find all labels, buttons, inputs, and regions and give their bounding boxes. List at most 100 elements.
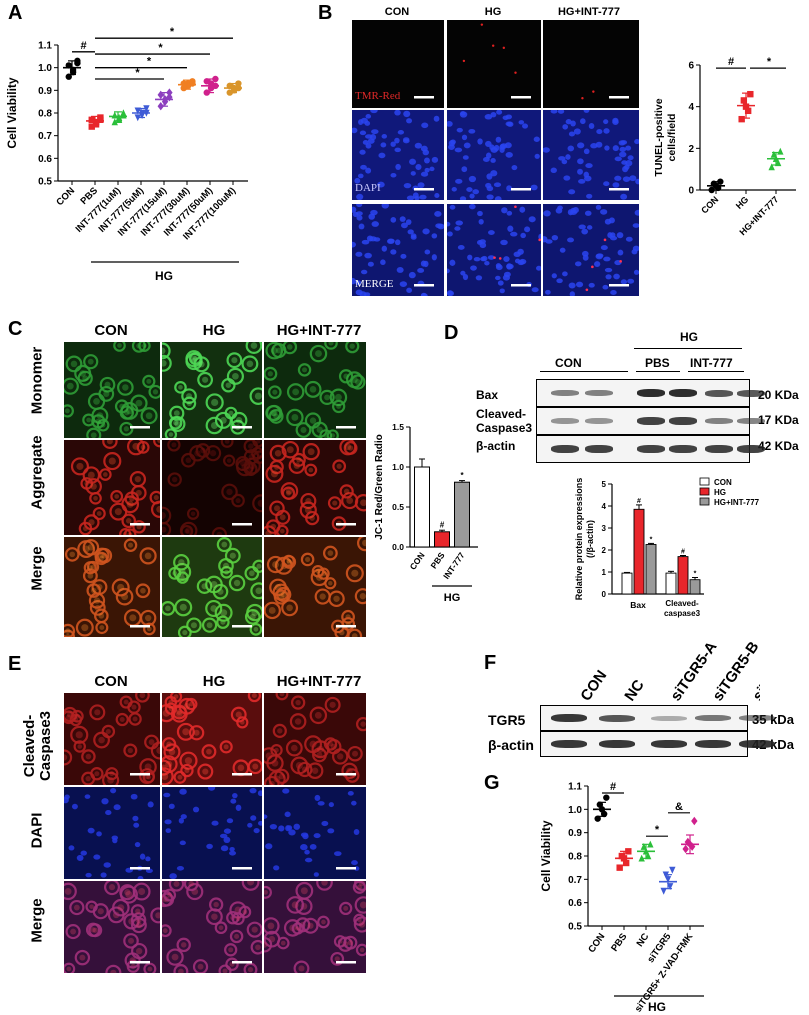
panel-c-col-hgint: HG+INT-777 — [276, 322, 362, 339]
panel-b-image-r1-c2-nucleus — [583, 110, 590, 113]
panel-b-image-r2-c1-canvas — [447, 204, 541, 296]
panel-e-image-r0-c1-cell — [247, 693, 262, 703]
panel-e-row-casp3: Cleaved- Caspase3 — [21, 703, 54, 789]
panel-b-image-r1-c2 — [543, 110, 639, 200]
panel-e-image-r0-c1-cell-core — [177, 774, 183, 780]
panel-c-image-r0-c0-cell — [117, 379, 134, 396]
panel-c-image-r0-c2-cell-core — [291, 414, 299, 421]
panel-b-image-r2-c2-nucleus — [578, 224, 586, 230]
panel-e-image-r1-c1-nucleus — [165, 828, 172, 834]
panel-b-image-r1-c2-nucleus — [562, 124, 569, 130]
panel-e-image-r2-c1-cell — [250, 939, 262, 955]
panel-f-blot-tgr5-band — [651, 715, 687, 721]
panel-c-image-r0-c0 — [64, 342, 160, 438]
panel-c-image-r2-c0-cell-core — [64, 628, 71, 634]
y-tick-label: 0.5 — [568, 922, 582, 933]
data-point — [111, 118, 118, 126]
panel-b-image-r2-c1-nucleus — [475, 275, 483, 281]
panel-b-image-r1-c0-nucleus — [424, 167, 430, 173]
panel-c-image-r1-c2-cell — [327, 496, 342, 510]
panel-c-image-r0-c2-cell-core — [300, 426, 307, 434]
panel-e-image-r2-c0-cell — [64, 882, 77, 901]
panel-b-image-r1-c0-nucleus — [403, 110, 411, 118]
panel-e-image-r1-c2-nucleus — [304, 849, 310, 855]
panel-c-image-r2-c1-scale-bar — [232, 625, 252, 628]
panel-c-image-r1-c0-cell-core — [114, 494, 120, 499]
panel-b-image-r2-c1-nucleus — [467, 254, 473, 261]
panel-e-image-r2-c0 — [64, 881, 160, 973]
panel-c-image-r1-c2-scale-bar — [336, 523, 356, 526]
panel-f-blot-actin-band — [739, 740, 775, 748]
panel-e-image-r2-c2-cell-core — [307, 922, 314, 929]
panel-e-image-r2-c0-cell-core — [110, 969, 117, 973]
panel-c-image-r1-c0-cell-core — [156, 505, 160, 513]
panel-e-image-r0-c2-cell-core — [352, 750, 359, 757]
panel-c-image-r0-c0-cell-core — [145, 412, 153, 420]
panel-c-image-r2-c2-cell-core — [328, 581, 333, 586]
panel-c-image-r0-c1-cell-core — [254, 392, 262, 400]
panel-b-image-r2-c0-nucleus — [380, 259, 386, 266]
panel-b-image-r2-c2-nucleus — [620, 279, 627, 285]
panel-e-image-r2-c0-cell — [130, 917, 147, 934]
panel-f-blot-actin-band — [551, 740, 587, 748]
panel-c-image-r1-c2-cell-core — [332, 500, 338, 506]
panel-e-image-r0-c0-cell-core — [144, 763, 152, 771]
panel-b-image-r1-c0-nucleus — [365, 134, 373, 139]
panel-c-image-r0-c0-scale-bar — [130, 426, 150, 429]
panel-c-image-r1-c0-cell-core — [157, 440, 160, 444]
panel-c-image-r1-c2-cell-core — [307, 448, 315, 456]
panel-e-image-r0-c2 — [264, 693, 366, 785]
panel-e-image-r1-c0-bg — [64, 787, 160, 879]
panel-e-image-r1-c2-canvas — [264, 787, 366, 879]
panel-b-image-r2-c0-nucleus — [367, 261, 374, 267]
panel-e-image-r2-c1-cell — [214, 921, 228, 935]
panel-c-image-r0-c1-cell — [162, 342, 171, 360]
panel-e-image-r0-c0-cell-core — [105, 728, 111, 735]
panel-e-image-r1-c1-nucleus — [247, 822, 253, 828]
panel-c-image-r0-c2-cell — [324, 342, 338, 350]
panel-e-image-r1-c1-nucleus — [163, 792, 171, 798]
panel-b-image-r2-c1-nucleus — [514, 258, 521, 264]
panel-c-image-r2-c0-cell-core — [117, 583, 125, 592]
panel-b-image-r2-c2-nucleus — [584, 210, 592, 216]
panel-e-image-r2-c0-cell-core — [136, 947, 143, 955]
panel-c-image-r0-c1-cell-core — [225, 382, 232, 388]
panel-c-image-r1-c1-cell-core — [216, 531, 223, 535]
panel-e-image-r2-c1-cell — [176, 937, 191, 953]
panel-b-image-r1-c0-scale-bar — [414, 188, 434, 191]
panel-b-image-r2-c1-signal — [514, 205, 517, 209]
panel-b-image-r2-c0-nucleus — [381, 245, 388, 252]
panel-c-image-r0-c0-cell-core — [142, 343, 147, 348]
panel-e-image-r2-c1-cell-core — [242, 909, 248, 915]
panel-c-image-r2-c2-cell-core — [286, 558, 291, 564]
panel-e-image-r2-c1-cell — [173, 964, 189, 973]
panel-c-image-r1-c0 — [64, 440, 160, 535]
data-point — [717, 178, 724, 185]
panel-b-image-r1-c2-nucleus — [573, 128, 581, 135]
panel-c-image-r1-c2-cell-core — [265, 530, 272, 535]
panel-b-image-r2-c0-nucleus — [352, 277, 356, 285]
panel-d-chart: 0 1 2 3 4 5 Relative protein expressions (/β-ac… — [574, 477, 760, 618]
panel-c-image-r2-c0-cell — [86, 583, 102, 598]
panel-c-image-r2-c1-cell — [176, 571, 189, 584]
panel-b-image-r1-c0-nucleus — [367, 138, 375, 144]
panel-d-blot-casp3-band — [705, 418, 733, 424]
panel-c-image-r2-c0-cell-core — [98, 613, 105, 619]
panel-e-row-casp3-line2: Caspase3 — [37, 710, 54, 782]
panel-e-image-r2-c1-cell-core — [188, 881, 195, 887]
panel-e-image-r2-c2-bg — [264, 881, 366, 973]
panel-e-image-r1-c0-nucleus — [105, 810, 112, 816]
panel-c-image-r2-c2-cell — [347, 628, 363, 637]
panel-e-image-r2-c1-cell — [162, 924, 172, 938]
panel-b-image-r2-c2-nucleus — [569, 291, 576, 296]
group-label: HG — [444, 592, 461, 604]
panel-c-image-r0-c1-cell-core — [246, 360, 254, 368]
panel-c-image-r0-c2-scale-bar — [336, 426, 356, 429]
panel-b-image-r2-c2-nucleus — [616, 232, 624, 239]
panel-f-blot-label-tgr5: TGR5 — [488, 712, 526, 728]
panel-f-blot-actin — [540, 731, 775, 757]
panel-b-image-r2-c2-nucleus — [562, 271, 568, 277]
panel-b-image-r1-c2-nucleus — [621, 160, 628, 165]
panel-e-image-r1-c1-nucleus — [226, 818, 234, 824]
